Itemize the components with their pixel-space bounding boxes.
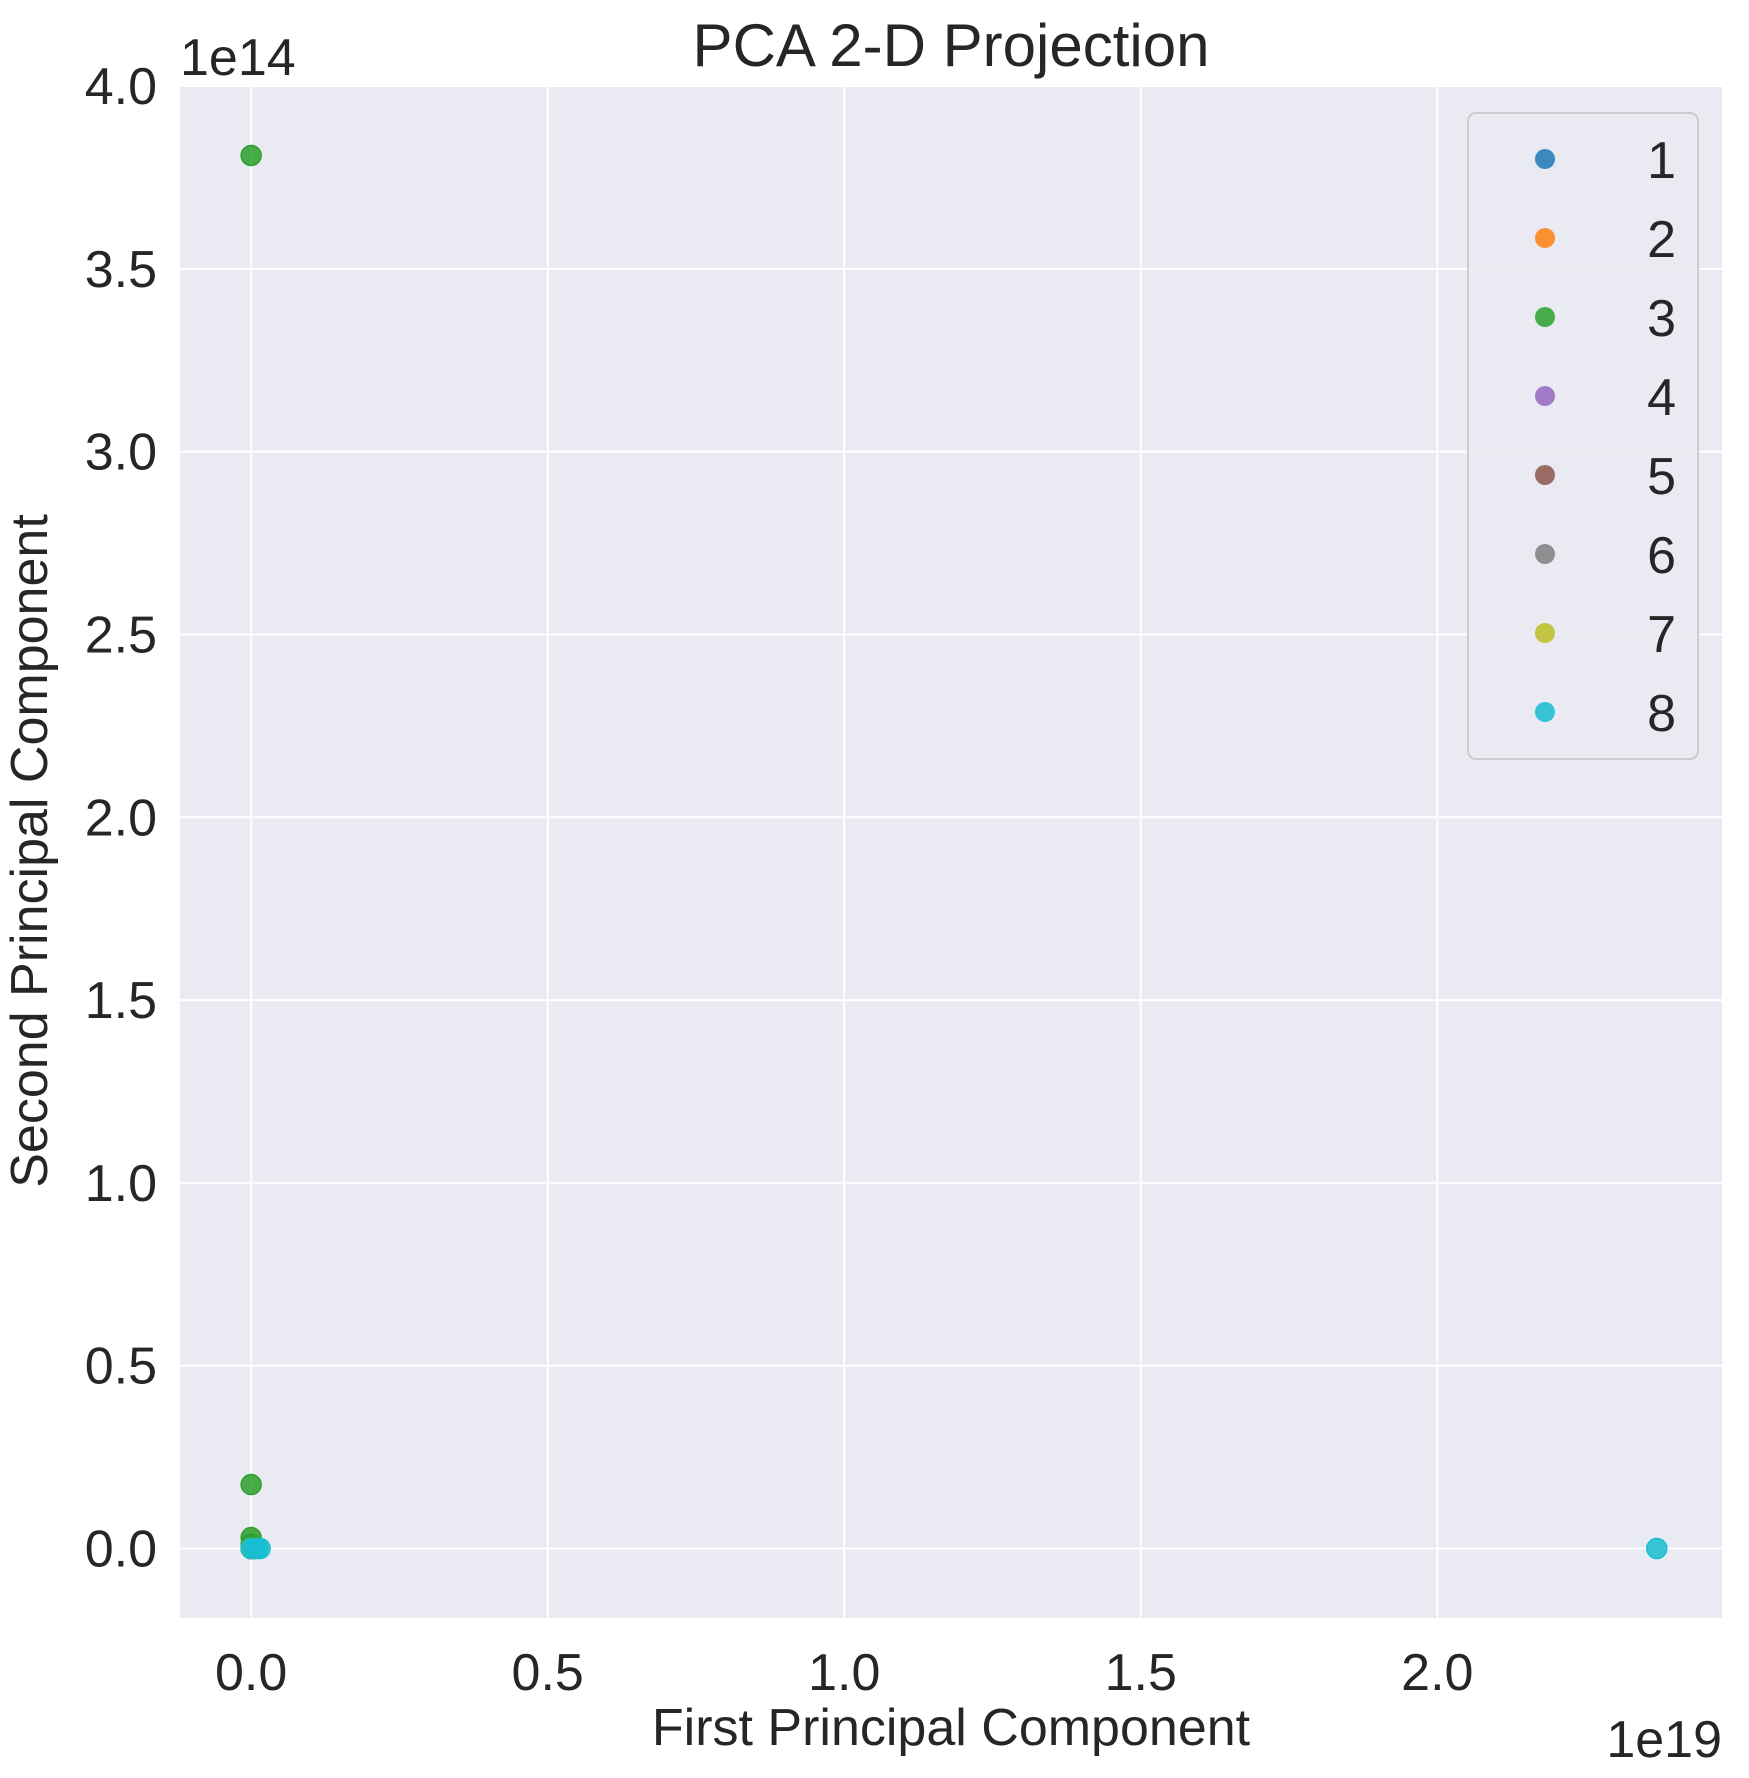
- y-tick-label: 2.5: [85, 606, 157, 664]
- legend-label-2: 2: [1647, 211, 1676, 269]
- legend-marker-4: [1535, 386, 1555, 406]
- legend-label-1: 1: [1647, 132, 1676, 190]
- y-tick-label: 4.0: [85, 58, 157, 116]
- legend-marker-1: [1535, 149, 1555, 169]
- plot-background: [180, 86, 1722, 1618]
- legend-marker-8: [1535, 702, 1555, 722]
- y-tick-label: 0.5: [85, 1338, 157, 1396]
- x-tick-label: 2.0: [1401, 1644, 1473, 1702]
- x-tick-label: 0.0: [215, 1644, 287, 1702]
- x-tick-label: 1.5: [1105, 1644, 1177, 1702]
- legend-label-3: 3: [1647, 290, 1676, 348]
- data-point-series-3: [240, 1473, 262, 1496]
- y-tick-label: 2.0: [85, 789, 157, 847]
- legend-marker-5: [1535, 465, 1555, 485]
- legend-marker-7: [1535, 623, 1555, 643]
- legend-label-8: 8: [1647, 685, 1676, 743]
- data-point-series-3: [240, 144, 262, 167]
- chart-title: PCA 2-D Projection: [693, 12, 1210, 79]
- legend-box: [1467, 112, 1699, 760]
- plot-area: [180, 85, 1722, 1618]
- data-point-series-8: [249, 1537, 271, 1560]
- legend: 1 2 3 4 5 6 7 8: [1467, 112, 1699, 760]
- legend-label-7: 7: [1647, 606, 1676, 664]
- data-point-series-8: [1646, 1537, 1668, 1560]
- y-tick-label: 1.5: [85, 972, 157, 1030]
- legend-marker-2: [1535, 228, 1555, 248]
- legend-marker-6: [1535, 544, 1555, 564]
- x-axis-label: First Principal Component: [652, 1699, 1251, 1757]
- x-tick-label: 1.0: [808, 1644, 880, 1702]
- x-axis-offset-label: 1e19: [1606, 1711, 1722, 1769]
- y-tick-label: 1.0: [85, 1155, 157, 1213]
- legend-marker-3: [1535, 307, 1555, 327]
- y-tick-label: 0.0: [85, 1521, 157, 1579]
- legend-label-6: 6: [1647, 527, 1676, 585]
- y-tick-label: 3.5: [85, 241, 157, 299]
- y-tick-label: 3.0: [85, 424, 157, 482]
- y-axis-label: Second Principal Component: [1, 514, 59, 1188]
- x-tick-label: 0.5: [512, 1644, 584, 1702]
- legend-label-5: 5: [1647, 448, 1676, 506]
- legend-label-4: 4: [1647, 369, 1676, 427]
- y-axis-offset-label: 1e14: [180, 29, 296, 87]
